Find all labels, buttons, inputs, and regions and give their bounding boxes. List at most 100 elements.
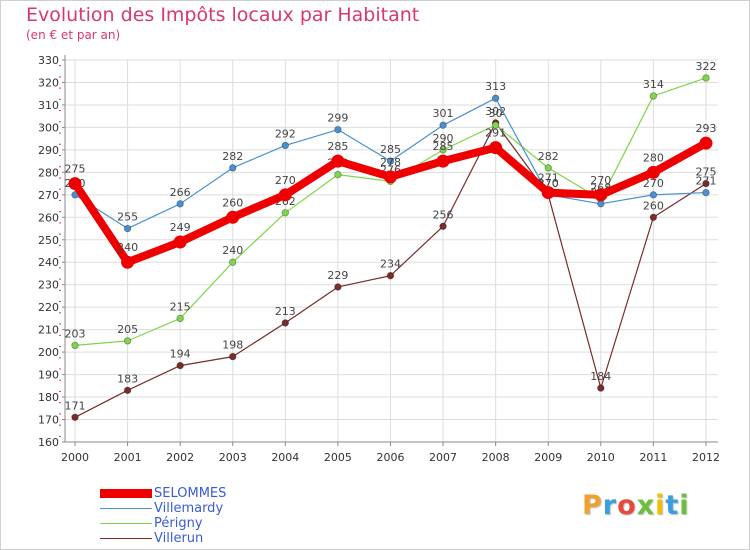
data-point-p-rigny-2011 (649, 92, 658, 100)
data-point-p-rigny-2001 (123, 337, 132, 345)
data-point-villerun-2001 (123, 386, 132, 395)
y-tick-label-300: 300 (38, 121, 59, 134)
data-label-villemardy-2005: 299 (327, 112, 348, 125)
data-point-villerun-2011 (649, 213, 658, 221)
data-point-selommes-2010 (594, 188, 608, 202)
data-label-p-rigny-2007: 290 (433, 132, 454, 145)
data-point-p-rigny-2000 (71, 341, 79, 350)
data-point-p-rigny-2005 (334, 170, 342, 179)
y-tick-label-280: 280 (38, 166, 59, 179)
data-label-villemardy-2007: 301 (433, 107, 454, 120)
y-tick-label-180: 180 (38, 391, 59, 404)
data-label-villerun-2005: 229 (327, 269, 348, 282)
logo-letter: x (636, 490, 656, 521)
legend-label-selommes: SELOMMES (154, 486, 227, 501)
data-point-villerun-2003 (229, 352, 237, 361)
data-label-villemardy-2001: 255 (117, 211, 138, 224)
y-tick-label-160: 160 (38, 436, 59, 449)
data-point-villemardy-2010 (597, 200, 605, 208)
data-label-selommes-2005: 285 (327, 140, 348, 153)
y-tick-label-260: 260 (38, 211, 59, 224)
y-tick-label-210: 210 (38, 324, 59, 337)
x-tick-label-2009: 2009 (534, 451, 562, 464)
data-label-p-rigny-2011: 314 (643, 78, 664, 91)
data-point-villemardy-2008 (491, 94, 500, 102)
y-tick-label-170: 170 (38, 414, 59, 427)
data-point-villerun-2006 (386, 272, 395, 280)
data-point-villemardy-2006 (386, 157, 395, 165)
data-label-selommes-2012: 293 (695, 122, 716, 135)
data-point-selommes-2006 (383, 170, 397, 184)
y-tick-label-310: 310 (38, 99, 59, 112)
legend-swatch-villerun (100, 538, 152, 539)
data-label-villerun-2001: 183 (117, 372, 138, 385)
data-point-p-rigny-2002 (176, 314, 184, 323)
data-point-villemardy-2004 (281, 141, 290, 150)
logo-letter: r (602, 490, 618, 521)
data-point-villemardy-2002 (176, 200, 184, 208)
data-label-selommes-2002: 249 (170, 221, 191, 234)
data-point-selommes-2003 (226, 210, 240, 224)
legend-swatch-perigny (100, 523, 152, 524)
data-point-selommes-2007 (436, 154, 450, 168)
logo-letter: i (655, 490, 666, 521)
data-label-selommes-2004: 270 (275, 174, 296, 187)
data-label-villerun-2000: 171 (65, 399, 86, 412)
chart-title: Evolution des Impôts locaux par Habitant (26, 4, 420, 26)
data-label-p-rigny-2002: 215 (170, 300, 191, 313)
data-label-villerun-2011: 260 (643, 199, 664, 212)
x-tick-label-2010: 2010 (587, 451, 615, 464)
logo-letter: t (665, 490, 680, 521)
data-label-villemardy-2004: 292 (275, 127, 296, 140)
data-label-selommes-2003: 260 (222, 196, 243, 209)
data-point-p-rigny-2007 (439, 146, 447, 154)
legend-label-perigny: Périgny (154, 516, 203, 531)
data-point-selommes-2009 (541, 186, 555, 200)
data-label-villerun-2007: 256 (433, 208, 454, 221)
legend-swatch-selommes (100, 489, 152, 498)
data-label-villemardy-2012: 271 (695, 175, 716, 188)
data-label-villerun-2004: 213 (275, 305, 296, 318)
data-point-selommes-2001 (121, 255, 135, 269)
data-point-villemardy-2007 (439, 121, 447, 129)
legend: SELOMMES Villemardy Périgny Villerun (100, 486, 300, 546)
data-point-villemardy-2001 (123, 224, 132, 233)
y-tick-label-320: 320 (38, 76, 59, 89)
data-point-villemardy-2012 (702, 188, 710, 197)
data-point-selommes-2002 (173, 235, 187, 249)
x-tick-label-2003: 2003 (219, 451, 247, 464)
data-label-selommes-2010: 270 (590, 174, 611, 187)
y-tick-label-200: 200 (38, 346, 59, 359)
data-point-p-rigny-2008 (491, 121, 500, 129)
data-label-p-rigny-2008: 30 (489, 107, 503, 120)
x-tick-label-2001: 2001 (114, 451, 142, 464)
data-label-selommes-2007: 285 (433, 140, 454, 153)
y-tick-label-190: 190 (38, 369, 59, 382)
data-point-villerun-2007 (439, 222, 447, 230)
data-point-villemardy-2011 (649, 191, 658, 199)
data-label-villerun-2012: 275 (695, 166, 716, 179)
data-label-villemardy-2006: 285 (380, 143, 401, 156)
legend-item-selommes: SELOMMES (100, 486, 300, 501)
y-tick-label-290: 290 (38, 144, 59, 157)
x-tick-label-2012: 2012 (692, 451, 720, 464)
data-point-p-rigny-2003 (229, 258, 237, 266)
data-point-villerun-2010 (597, 384, 605, 392)
data-point-villemardy-2005 (334, 125, 342, 134)
x-tick-label-2006: 2006 (376, 451, 404, 464)
y-tick-label-240: 240 (38, 256, 59, 269)
data-label-p-rigny-2009: 282 (538, 150, 559, 163)
data-point-villerun-2004 (281, 319, 290, 327)
data-label-villemardy-2003: 282 (222, 150, 243, 163)
data-point-selommes-2000 (68, 177, 82, 191)
data-point-p-rigny-2009 (544, 164, 552, 172)
proxiti-logo: Proxiti (582, 490, 690, 521)
data-label-selommes-2001: 240 (117, 241, 138, 254)
x-tick-label-2008: 2008 (482, 451, 510, 464)
data-label-selommes-2008: 291 (485, 127, 506, 140)
data-label-p-rigny-2000: 203 (65, 327, 86, 340)
legend-swatch-villemardy (100, 508, 152, 509)
data-label-selommes-2009: 271 (538, 172, 559, 185)
x-tick-label-2011: 2011 (639, 451, 667, 464)
legend-label-villerun: Villerun (154, 531, 204, 546)
